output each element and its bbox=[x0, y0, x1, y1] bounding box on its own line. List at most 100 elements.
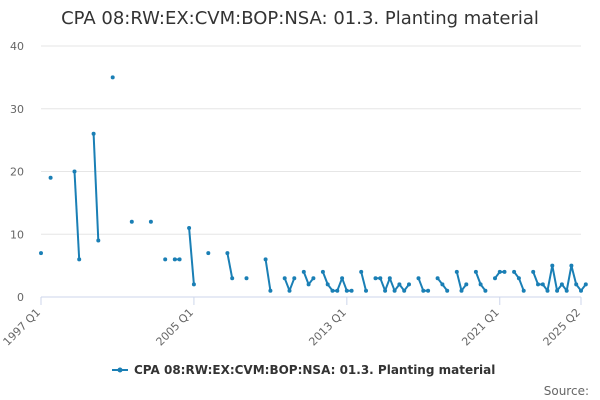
x-tick-label: 2025 Q2 bbox=[541, 306, 584, 349]
data-point bbox=[521, 288, 526, 293]
data-point bbox=[96, 238, 101, 243]
data-point bbox=[545, 288, 550, 293]
data-point bbox=[287, 288, 292, 293]
data-point bbox=[110, 75, 115, 80]
data-point bbox=[39, 251, 43, 256]
legend-label[interactable]: CPA 08:RW:EX:CVM:BOP:NSA: 01.3. Planting… bbox=[134, 363, 495, 377]
axis-layer: 0 10 20 30 40 1997 Q1 2005 Q1 2013 Q1 2021 Q1 202… bbox=[1, 40, 584, 348]
data-point bbox=[268, 288, 273, 293]
data-point bbox=[373, 276, 378, 281]
data-point bbox=[72, 169, 77, 174]
data-point bbox=[129, 219, 134, 224]
legend-marker-icon bbox=[117, 367, 123, 373]
series-line-segment bbox=[73, 171, 81, 260]
data-point bbox=[349, 288, 354, 293]
x-tick-label: 1997 Q1 bbox=[1, 306, 44, 349]
data-point bbox=[583, 282, 588, 287]
data-point bbox=[230, 276, 235, 281]
data-point bbox=[292, 276, 297, 281]
data-point bbox=[540, 282, 545, 287]
data-point bbox=[344, 288, 349, 293]
grid-layer bbox=[41, 45, 581, 235]
y-tick-label: 40 bbox=[10, 40, 24, 53]
data-point bbox=[426, 288, 431, 293]
series-layer bbox=[39, 75, 588, 293]
data-point bbox=[502, 269, 507, 274]
x-tick-label: 2013 Q1 bbox=[306, 306, 349, 349]
data-point bbox=[569, 263, 574, 268]
data-point bbox=[330, 288, 335, 293]
data-point bbox=[445, 288, 450, 293]
data-point bbox=[459, 288, 464, 293]
data-point bbox=[148, 219, 153, 224]
data-point bbox=[191, 282, 196, 287]
data-point bbox=[282, 276, 287, 281]
data-point bbox=[392, 288, 397, 293]
data-point bbox=[416, 276, 421, 281]
series-line-segment bbox=[474, 271, 487, 292]
data-point bbox=[320, 269, 325, 274]
data-point bbox=[435, 276, 440, 281]
data-point bbox=[359, 269, 364, 274]
data-point bbox=[335, 288, 340, 293]
data-point bbox=[440, 282, 445, 287]
y-tick-label: 20 bbox=[10, 166, 24, 179]
x-tick-label: 2005 Q1 bbox=[154, 306, 197, 349]
data-point bbox=[536, 282, 540, 287]
data-point bbox=[516, 276, 521, 281]
data-point bbox=[579, 288, 583, 293]
data-point bbox=[493, 276, 497, 281]
legend[interactable]: CPA 08:RW:EX:CVM:BOP:NSA: 01.3. Planting… bbox=[112, 363, 495, 377]
data-point bbox=[301, 269, 306, 274]
data-point bbox=[564, 288, 569, 293]
data-point bbox=[225, 251, 230, 256]
data-point bbox=[364, 288, 368, 293]
data-point bbox=[48, 175, 53, 180]
data-point bbox=[478, 282, 483, 287]
data-point bbox=[378, 276, 383, 281]
data-point bbox=[512, 269, 517, 274]
series-line-segment bbox=[360, 271, 367, 291]
data-point bbox=[340, 276, 345, 281]
data-point bbox=[555, 288, 560, 293]
data-point bbox=[483, 288, 488, 293]
data-point bbox=[172, 257, 177, 262]
data-point bbox=[383, 288, 388, 293]
series-line-segment bbox=[455, 271, 468, 292]
series-line-segment bbox=[92, 133, 100, 241]
data-point bbox=[454, 269, 459, 274]
data-point bbox=[531, 269, 536, 274]
series-line-segment bbox=[264, 259, 272, 291]
y-tick-label: 10 bbox=[10, 228, 24, 241]
source-label: Source: bbox=[544, 384, 589, 398]
data-point bbox=[387, 276, 392, 281]
data-point bbox=[464, 282, 469, 287]
data-point bbox=[574, 282, 579, 287]
data-point bbox=[163, 257, 168, 262]
data-point bbox=[421, 288, 426, 293]
series-line-segment bbox=[188, 227, 195, 285]
data-point bbox=[325, 282, 330, 287]
data-point bbox=[397, 282, 402, 287]
data-point bbox=[559, 282, 564, 287]
series-line-segment bbox=[513, 271, 525, 292]
series-line-segment bbox=[226, 252, 234, 279]
data-point bbox=[497, 269, 502, 274]
data-point bbox=[306, 282, 311, 287]
data-point bbox=[407, 282, 411, 287]
series-line-segment bbox=[532, 264, 587, 292]
data-point bbox=[402, 288, 407, 293]
x-tick-label: 2021 Q1 bbox=[459, 306, 502, 349]
data-point bbox=[77, 257, 82, 262]
data-point bbox=[311, 276, 316, 281]
chart-title: CPA 08:RW:EX:CVM:BOP:NSA: 01.3. Planting… bbox=[61, 8, 539, 29]
data-point bbox=[177, 257, 182, 262]
data-point bbox=[550, 263, 555, 268]
data-point bbox=[244, 276, 249, 281]
data-point bbox=[91, 131, 96, 136]
series-line-segment bbox=[321, 271, 352, 292]
data-point bbox=[473, 269, 478, 274]
y-tick-label: 30 bbox=[10, 103, 24, 116]
y-tick-label: 0 bbox=[17, 291, 24, 304]
